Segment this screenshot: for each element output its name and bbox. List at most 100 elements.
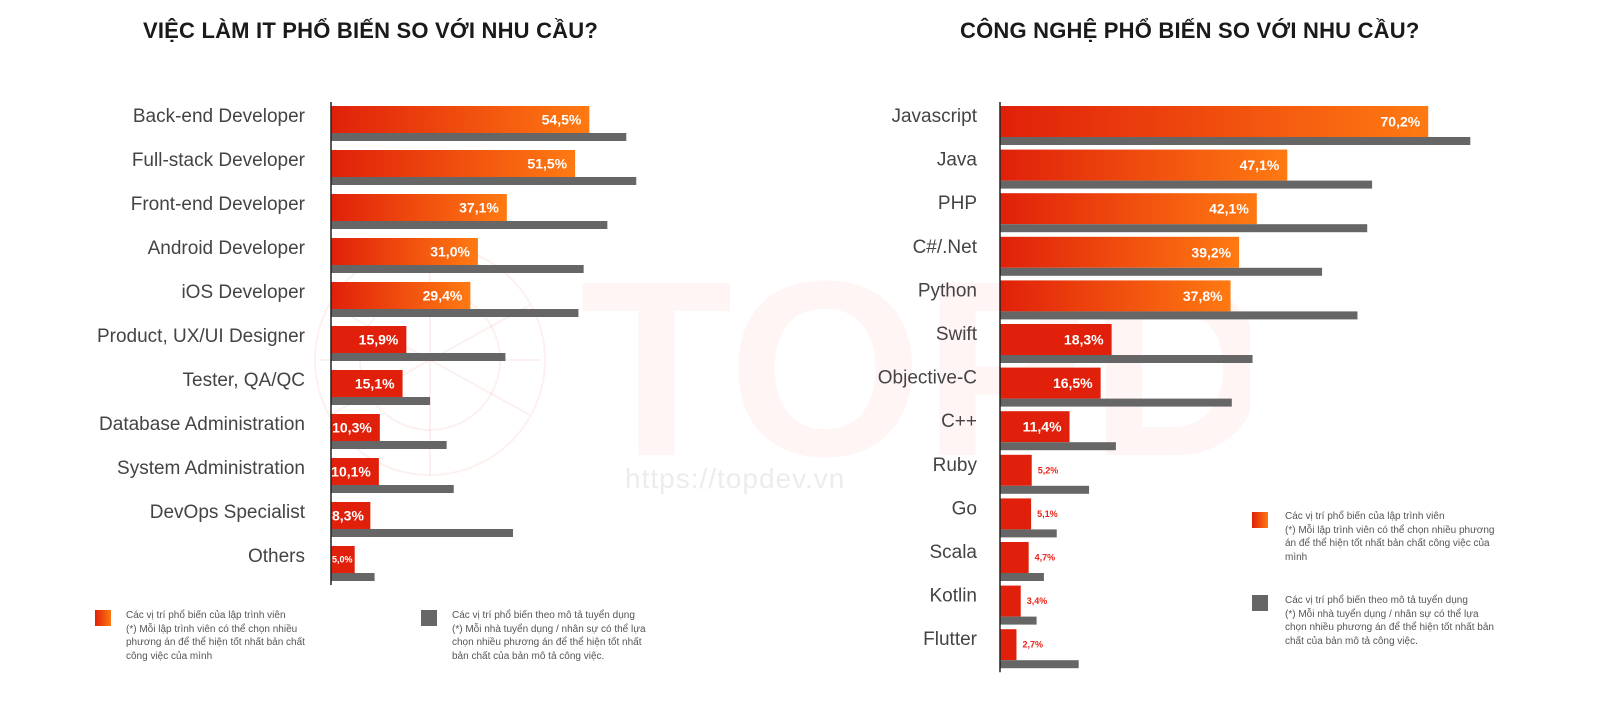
category-label: iOS Developer [181, 282, 305, 303]
category-label: Others [248, 546, 305, 567]
secondary-bar [331, 265, 584, 273]
left-chart-title: VIỆC LÀM IT PHỔ BIẾN SO VỚI NHU CẦU? [143, 18, 598, 43]
value-label: 3,4% [1027, 596, 1048, 606]
primary-bar [1000, 193, 1257, 225]
legend-secondary-text: Các vị trí phổ biến theo mô tả tuyển dụn… [1285, 594, 1494, 648]
value-label: 10,1% [331, 464, 371, 480]
category-label: Product, UX/UI Designer [97, 326, 306, 347]
legend-secondary-text: Các vị trí phổ biến theo mô tả tuyển dụn… [452, 609, 646, 663]
value-label: 16,5% [1053, 375, 1093, 391]
legend-line: công việc của mình [126, 650, 213, 662]
value-label: 37,1% [459, 200, 499, 216]
value-label: 10,3% [332, 420, 372, 436]
secondary-bar [331, 353, 506, 361]
category-label: Front-end Developer [131, 194, 306, 215]
legend-line: chọn nhiều phương án để thể hiện tốt nhấ… [1285, 622, 1494, 633]
secondary-bar [331, 441, 447, 449]
value-label: 47,1% [1240, 157, 1280, 173]
secondary-bar [1000, 442, 1116, 451]
primary-bar [331, 282, 471, 309]
primary-bar [331, 238, 478, 265]
legend-line: (*) Mỗi nhà tuyển dụng / nhân sự có thể … [452, 623, 646, 635]
left-bar-chart: Back-end Developer 54,5% Full-stack Develo… [97, 102, 637, 585]
secondary-bar [331, 177, 637, 185]
value-label: 42,1% [1209, 201, 1249, 217]
secondary-bar [331, 573, 375, 581]
category-label: PHP [938, 193, 977, 214]
category-label: System Administration [117, 458, 305, 479]
primary-bar [1000, 106, 1429, 137]
value-label: 70,2% [1381, 114, 1421, 130]
category-label: Python [918, 280, 977, 301]
value-label: 8,3% [332, 508, 364, 524]
primary-bar [331, 502, 371, 529]
legend-line: Các vị trí phổ biến theo mô tả tuyển dụn… [452, 610, 635, 621]
value-label: 4,7% [1035, 553, 1056, 563]
value-label: 18,3% [1064, 332, 1104, 348]
legend-line: (*) Mỗi lập trình viên có thể chọn nhiều… [1285, 524, 1495, 536]
legend-primary-text: Các vị trí phổ biến của lập trình viên (… [1285, 510, 1494, 564]
value-label: 37,8% [1183, 288, 1223, 304]
secondary-bar [1000, 311, 1358, 320]
value-label: 39,2% [1191, 244, 1231, 260]
primary-bar [1000, 542, 1029, 573]
value-label: 29,4% [423, 288, 463, 304]
value-label: 54,5% [542, 112, 582, 128]
category-label: Database Administration [99, 414, 305, 435]
category-label: Go [952, 498, 977, 519]
secondary-bar [331, 397, 431, 405]
secondary-bar [1000, 485, 1090, 494]
legend-line: (*) Mỗi lập trình viên có thể chọn nhiều [126, 623, 298, 635]
value-label: 31,0% [430, 244, 470, 260]
secondary-bar [1000, 355, 1253, 363]
category-label: Full-stack Developer [132, 150, 306, 171]
value-label: 2,7% [1022, 640, 1043, 650]
legend-line: phương án để thể hiện tốt nhất bản chất [126, 637, 305, 648]
value-label: 5,2% [1038, 465, 1059, 475]
primary-bar [1000, 149, 1288, 181]
primary-bar [331, 106, 590, 133]
primary-bar [1000, 236, 1240, 268]
category-label: Javascript [891, 106, 977, 127]
legend-primary-text: Các vị trí phổ biến của lập trình viên (… [126, 609, 305, 663]
value-label: 5,0% [332, 555, 353, 565]
legend-swatch-primary [95, 610, 111, 626]
legend-swatch-secondary [421, 610, 437, 626]
secondary-bar [1000, 180, 1373, 189]
secondary-bar [1000, 616, 1037, 625]
primary-bar [1000, 498, 1032, 530]
primary-bar [1000, 585, 1021, 617]
legend-line: mình [1285, 551, 1308, 563]
category-label: C++ [941, 411, 977, 432]
legend-line: án để thể hiện tốt nhất bản chất công vi… [1285, 538, 1490, 549]
category-label: DevOps Specialist [150, 502, 306, 523]
secondary-bar [331, 133, 627, 141]
secondary-bar [1000, 660, 1079, 669]
secondary-bar [1000, 137, 1471, 145]
value-label: 15,9% [359, 332, 399, 348]
category-label: Kotlin [929, 586, 977, 607]
secondary-bar [331, 485, 454, 493]
primary-bar [1000, 411, 1070, 443]
primary-bar [331, 370, 403, 397]
value-label: 15,1% [355, 376, 395, 392]
category-label: Flutter [923, 629, 978, 650]
value-label: 5,1% [1037, 509, 1058, 519]
category-label: Android Developer [148, 238, 306, 259]
legend-line: bản chất của bản mô tả công việc. [452, 650, 605, 662]
category-label: Ruby [933, 455, 978, 476]
legend-line: (*) Mỗi nhà tuyển dụng / nhân sự có thể … [1285, 608, 1479, 620]
watermark-url: https://topdev.vn [625, 463, 846, 494]
legend-line: chất của bản mô tả công việc. [1285, 635, 1418, 647]
secondary-bar [331, 529, 514, 537]
primary-bar [1000, 454, 1032, 486]
primary-bar [1000, 280, 1231, 312]
legend-swatch-secondary [1252, 595, 1268, 611]
primary-bar [1000, 367, 1101, 399]
legend-line: Các vị trí phổ biến theo mô tả tuyển dụn… [1285, 595, 1468, 606]
secondary-bar [1000, 573, 1044, 581]
secondary-bar [331, 309, 579, 317]
primary-bar [331, 414, 380, 441]
primary-bar [331, 194, 507, 221]
